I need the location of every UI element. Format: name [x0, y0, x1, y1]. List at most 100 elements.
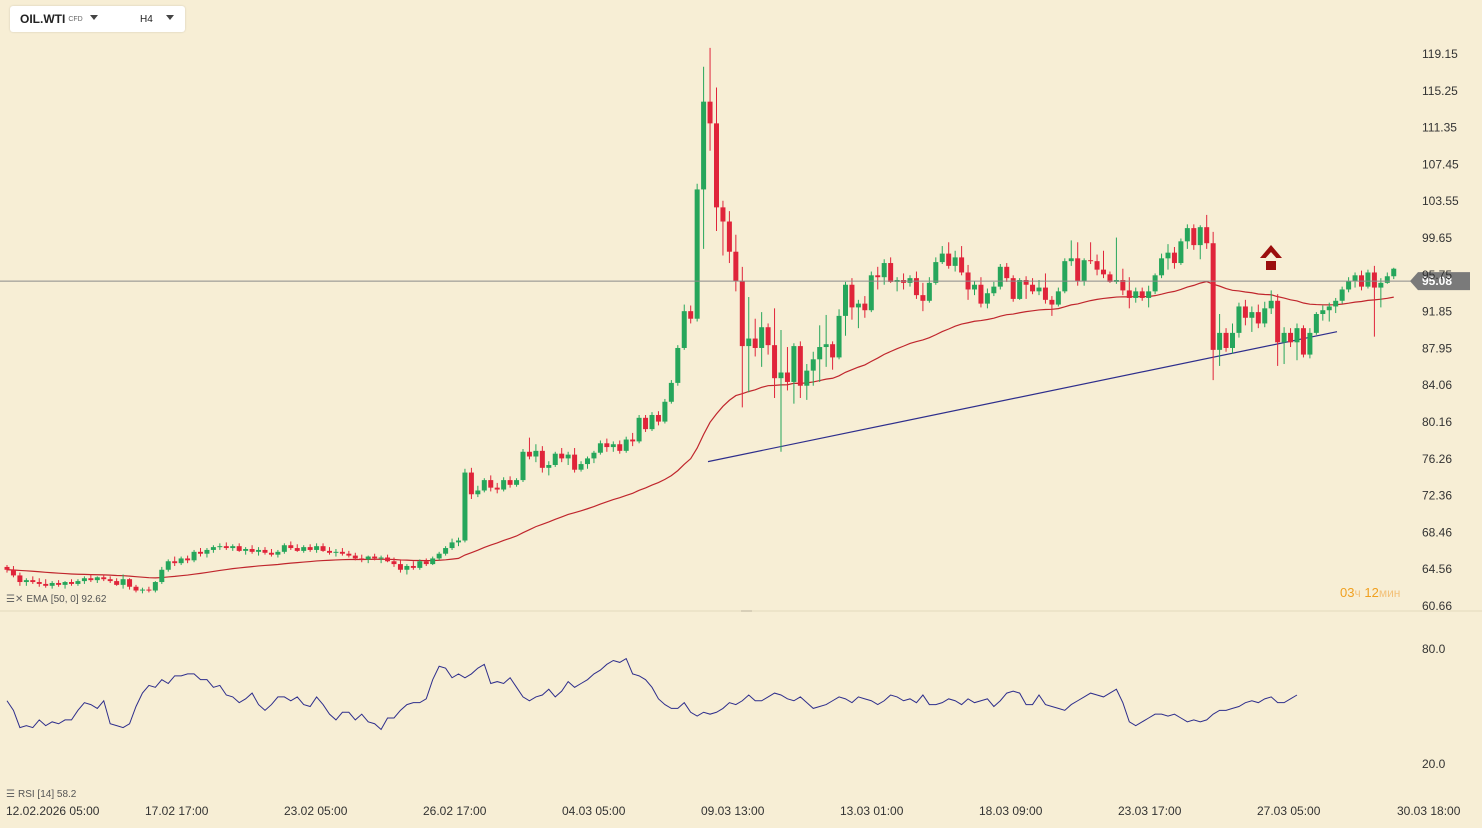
x-tick-label: 04.03 05:00	[562, 804, 626, 818]
candle-body	[772, 345, 778, 379]
up-arrow-notch	[1263, 252, 1279, 261]
candle-body	[933, 262, 939, 283]
candle	[378, 555, 384, 564]
candle-body	[172, 561, 178, 564]
candle	[404, 564, 410, 575]
candle	[668, 380, 674, 404]
candle	[230, 544, 236, 551]
candle-body	[533, 450, 539, 457]
candle	[533, 444, 539, 463]
candle-body	[778, 372, 784, 379]
candle-body	[1300, 328, 1306, 355]
candle-body	[275, 551, 281, 555]
candle	[185, 555, 191, 564]
candle	[339, 548, 345, 556]
candle	[675, 345, 681, 386]
candle	[120, 574, 126, 589]
candle-body	[81, 578, 87, 582]
candle-body	[1365, 272, 1371, 287]
candle	[449, 538, 455, 550]
candle	[1262, 301, 1268, 328]
candle-body	[662, 401, 668, 422]
candle-body	[475, 490, 481, 495]
ema-value: 92.62	[81, 594, 107, 605]
candle	[4, 565, 10, 573]
candle-body	[1242, 306, 1248, 318]
candle	[1255, 304, 1261, 329]
candle	[43, 579, 49, 588]
candle-body	[765, 327, 771, 346]
candle	[1326, 302, 1332, 322]
candle-body	[855, 303, 861, 308]
candle	[10, 565, 16, 578]
rsi-indicator-legend[interactable]: ☰ RSI [14] 58.2	[6, 789, 76, 800]
candle	[597, 440, 603, 455]
candle-body	[1165, 252, 1171, 259]
candle	[391, 557, 397, 567]
candle	[1036, 280, 1042, 296]
candle-body	[630, 439, 636, 442]
candle	[701, 66, 707, 249]
x-tick-label: 12.02.2026 05:00	[6, 804, 100, 818]
candle-body	[617, 444, 623, 451]
candle	[572, 448, 578, 473]
candle-body	[526, 451, 532, 457]
candle-body	[146, 589, 152, 591]
candle-body	[1178, 241, 1184, 264]
candle	[843, 281, 848, 336]
candle-body	[281, 545, 287, 552]
candle	[623, 436, 629, 453]
candle	[565, 451, 571, 466]
y-tick-label: 80.16	[1422, 415, 1452, 429]
y-tick-label: 87.95	[1422, 341, 1452, 355]
symbol-selector[interactable]: OIL.WTI CFD	[20, 12, 83, 26]
candle-body	[559, 453, 565, 459]
candle	[578, 461, 584, 472]
candle-body	[655, 414, 661, 422]
candle	[359, 554, 365, 563]
candle	[223, 542, 229, 550]
rsi-line	[6, 657, 1298, 731]
candle-body	[1262, 308, 1268, 324]
candle	[1371, 265, 1377, 337]
candle-body	[69, 582, 74, 584]
candle	[997, 263, 1003, 290]
candle	[243, 547, 249, 555]
candle-body	[1281, 332, 1287, 343]
candle	[1333, 297, 1339, 314]
candle-body	[339, 551, 345, 554]
candle	[939, 246, 945, 264]
candle-body	[1023, 280, 1029, 285]
candle	[630, 432, 636, 447]
candle	[1139, 287, 1145, 301]
symbol-dropdown-icon[interactable]	[90, 15, 98, 20]
candle	[546, 461, 552, 476]
candle	[1339, 286, 1345, 304]
candle	[791, 343, 797, 404]
candle	[746, 297, 752, 393]
last-price-tag	[1410, 272, 1470, 291]
timeframe-selector[interactable]: H4	[140, 14, 153, 25]
ema-indicator-legend[interactable]: ☰✕ EMA [50, 0] 92.62	[6, 594, 106, 605]
candle-body	[862, 303, 868, 311]
candle	[268, 548, 274, 557]
x-tick-label: 17.02 17:00	[145, 804, 209, 818]
timeframe-dropdown-icon[interactable]	[166, 15, 174, 20]
candle-body	[791, 346, 797, 382]
candle-body	[1139, 291, 1145, 298]
candle-body	[913, 278, 919, 296]
candle	[191, 549, 197, 563]
candle	[56, 580, 62, 587]
candle	[720, 200, 726, 256]
last-price-label: 95.08	[1422, 274, 1452, 288]
candle	[539, 446, 545, 473]
y-tick-label: 64.56	[1422, 562, 1452, 576]
candle-body	[62, 582, 68, 585]
x-tick-label: 09.03 13:00	[701, 804, 765, 818]
settings-icon[interactable]: ☰✕	[6, 594, 24, 605]
candle	[965, 264, 971, 300]
candle	[797, 341, 803, 398]
settings-icon[interactable]: ☰	[6, 789, 15, 800]
x-tick-label: 30.03 18:00	[1397, 804, 1461, 818]
